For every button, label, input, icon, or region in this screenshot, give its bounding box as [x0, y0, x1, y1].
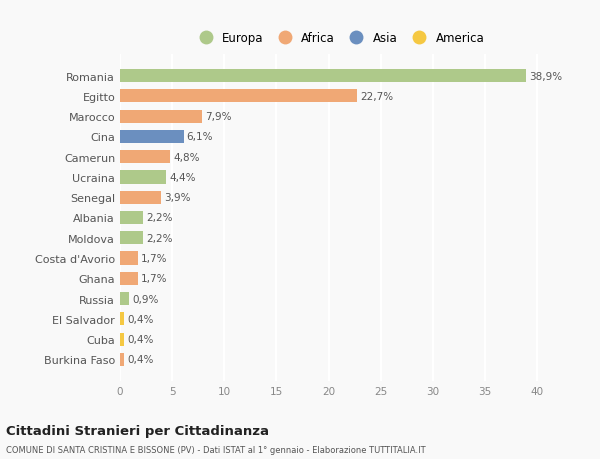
Bar: [120, 292, 130, 306]
Bar: [120, 191, 161, 204]
Text: 0,4%: 0,4%: [127, 334, 154, 344]
Bar: [120, 130, 184, 144]
Bar: [120, 353, 124, 366]
Bar: [120, 333, 124, 346]
Bar: [120, 70, 526, 83]
Text: 7,9%: 7,9%: [206, 112, 232, 122]
Legend: Europa, Africa, Asia, America: Europa, Africa, Asia, America: [190, 28, 488, 48]
Bar: [120, 110, 202, 123]
Text: 0,9%: 0,9%: [133, 294, 159, 304]
Bar: [120, 272, 138, 285]
Text: 1,7%: 1,7%: [141, 274, 167, 284]
Text: COMUNE DI SANTA CRISTINA E BISSONE (PV) - Dati ISTAT al 1° gennaio - Elaborazion: COMUNE DI SANTA CRISTINA E BISSONE (PV) …: [6, 445, 425, 454]
Text: 0,4%: 0,4%: [127, 314, 154, 324]
Bar: [120, 252, 138, 265]
Text: 1,7%: 1,7%: [141, 253, 167, 263]
Bar: [120, 212, 143, 224]
Text: 38,9%: 38,9%: [529, 72, 562, 81]
Bar: [120, 232, 143, 245]
Bar: [120, 313, 124, 326]
Text: 4,4%: 4,4%: [169, 173, 196, 183]
Bar: [120, 151, 170, 164]
Text: 2,2%: 2,2%: [146, 233, 173, 243]
Bar: [120, 171, 166, 184]
Text: 4,8%: 4,8%: [173, 152, 200, 162]
Text: 2,2%: 2,2%: [146, 213, 173, 223]
Text: Cittadini Stranieri per Cittadinanza: Cittadini Stranieri per Cittadinanza: [6, 425, 269, 437]
Text: 6,1%: 6,1%: [187, 132, 213, 142]
Text: 22,7%: 22,7%: [360, 92, 393, 102]
Text: 0,4%: 0,4%: [127, 355, 154, 364]
Text: 3,9%: 3,9%: [164, 193, 190, 203]
Bar: [120, 90, 357, 103]
